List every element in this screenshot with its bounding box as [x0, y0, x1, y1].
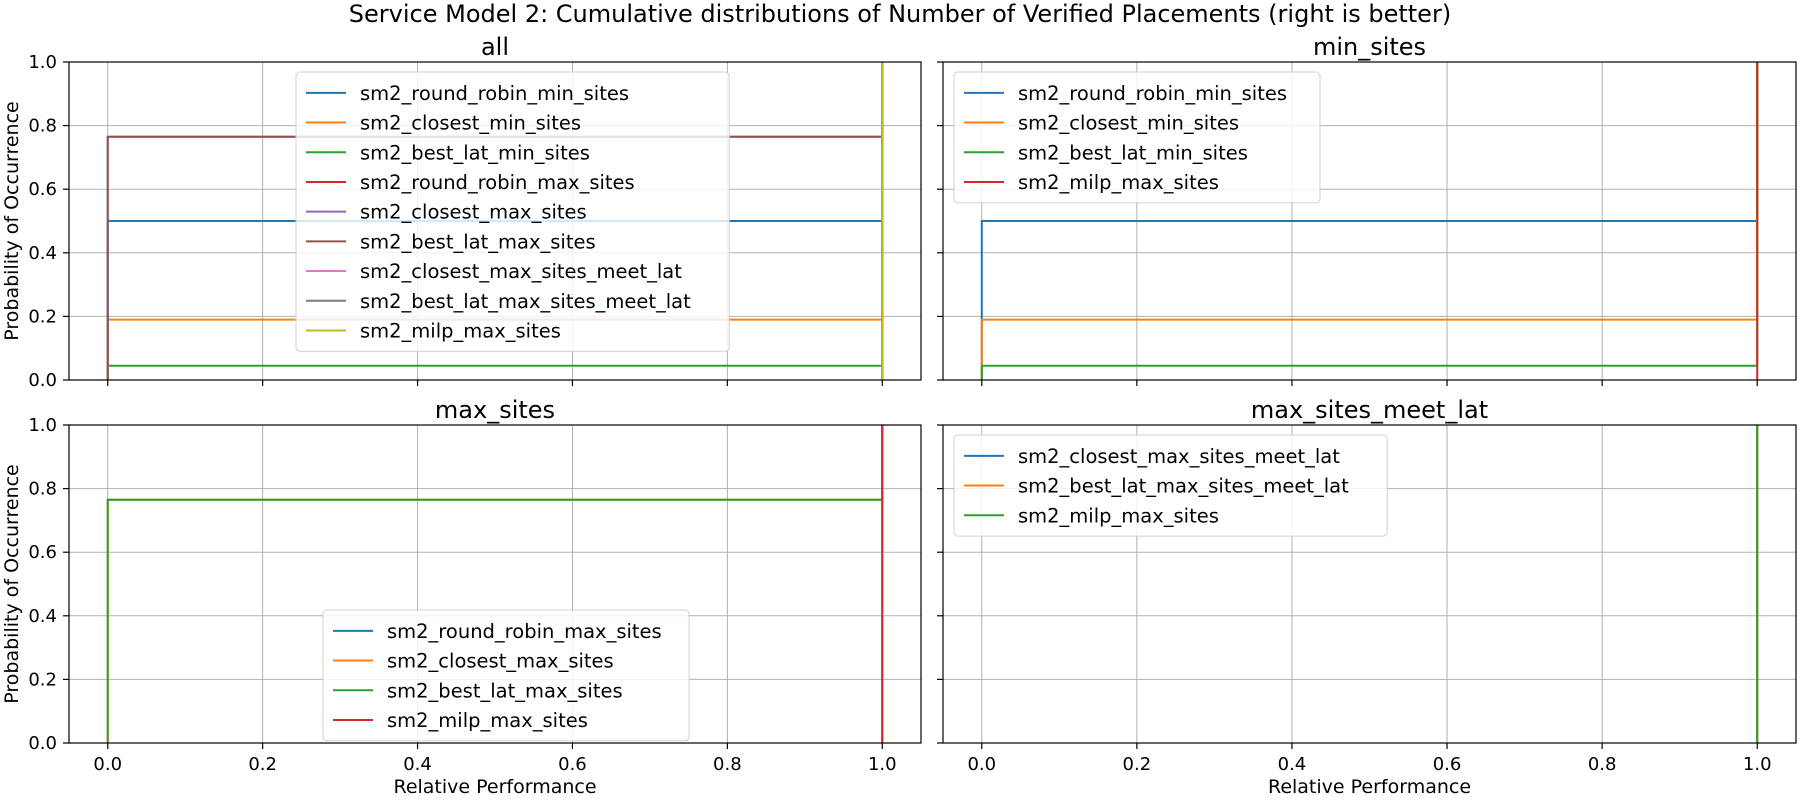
x-tick-label: 0.6	[1433, 754, 1462, 775]
panel-2: min_sites sm2_round_robin_min_sites sm2_cl…	[937, 33, 1797, 386]
legend-entry-label: sm2_best_lat_max_sites	[387, 679, 623, 702]
x-tick-label: 0.4	[1278, 754, 1307, 775]
panel-title: all	[481, 33, 509, 61]
x-tick-label: 0.2	[1123, 754, 1152, 775]
legend-entry-label: sm2_milp_max_sites	[1018, 504, 1219, 527]
y-tick-label: 0.4	[28, 243, 57, 264]
legend-entry-label: sm2_round_robin_max_sites	[360, 171, 635, 194]
legend-entry-label: sm2_milp_max_sites	[1018, 171, 1219, 194]
y-axis-label: Probability of Occurrence	[1, 101, 23, 340]
legend-entry-label: sm2_round_robin_min_sites	[360, 82, 629, 105]
legend-entry-label: sm2_milp_max_sites	[387, 709, 588, 732]
x-tick-label: 0.6	[558, 754, 587, 775]
legend-entry-label: sm2_closest_max_sites_meet_lat	[1018, 445, 1340, 468]
y-tick-label: 1.0	[28, 415, 57, 436]
panel-3: 0.0 0.2 0.4 0.6 0.8 1.0 0.0 0.2 0.4 0.6 0.8 1.0 max_…	[1, 396, 922, 798]
y-tick-label: 1.0	[28, 52, 57, 73]
legend-entry-label: sm2_best_lat_min_sites	[360, 141, 590, 164]
y-tick-label: 0.8	[28, 479, 57, 500]
panel-title: max_sites	[435, 396, 555, 424]
y-tick-label: 0.0	[28, 733, 57, 754]
figure-title: Service Model 2: Cumulative distribution…	[349, 0, 1451, 28]
legend: sm2_round_robin_min_sites sm2_closest_min…	[953, 71, 1321, 204]
legend-box	[322, 609, 690, 742]
x-tick-label: 0.2	[248, 754, 277, 775]
panel-title: min_sites	[1313, 33, 1426, 61]
plot-frame	[942, 61, 1797, 381]
y-tick-label: 0.0	[28, 370, 57, 391]
plot-frame	[68, 61, 922, 381]
legend-entry-label: sm2_round_robin_max_sites	[387, 620, 662, 643]
y-tick-label: 0.4	[28, 606, 57, 627]
y-tick-label: 0.2	[28, 306, 57, 327]
legend-box	[953, 71, 1321, 204]
legend-entry-label: sm2_best_lat_max_sites_meet_lat	[360, 290, 691, 313]
legend-entry-label: sm2_closest_max_sites	[360, 201, 587, 224]
legend-entry-label: sm2_closest_min_sites	[1018, 112, 1239, 135]
legend-entry-label: sm2_closest_min_sites	[360, 112, 581, 135]
legend: sm2_round_robin_max_sites sm2_closest_max…	[322, 609, 690, 742]
legend-entry-label: sm2_best_lat_min_sites	[1018, 141, 1248, 164]
legend: sm2_closest_max_sites_meet_lat sm2_best_l…	[953, 434, 1388, 537]
x-tick-label: 0.8	[713, 754, 742, 775]
legend-entry-label: sm2_best_lat_max_sites	[360, 230, 596, 253]
y-tick-label: 0.6	[28, 542, 57, 563]
legend-entry-label: sm2_milp_max_sites	[360, 319, 561, 342]
y-tick-label: 0.6	[28, 179, 57, 200]
x-axis-label: Relative Performance	[1268, 776, 1471, 798]
x-tick-label: 0.8	[1588, 754, 1617, 775]
plot-frame	[68, 424, 922, 744]
y-axis-label: Probability of Occurrence	[1, 464, 23, 703]
panel-1: 0.0 0.2 0.4 0.6 0.8 1.0 all Probability of Occu…	[1, 33, 922, 391]
legend-box	[953, 434, 1388, 537]
legend-entry-label: sm2_round_robin_min_sites	[1018, 82, 1287, 105]
x-tick-label: 1.0	[1743, 754, 1772, 775]
legend-entry-label: sm2_closest_max_sites_meet_lat	[360, 260, 682, 283]
y-tick-label: 0.2	[28, 669, 57, 690]
y-tick-label: 0.8	[28, 116, 57, 137]
x-tick-label: 1.0	[868, 754, 897, 775]
x-tick-label: 0.4	[403, 754, 432, 775]
x-tick-label: 0.0	[967, 754, 996, 775]
x-tick-label: 0.0	[93, 754, 122, 775]
panel-4: 0.0 0.2 0.4 0.6 0.8 1.0 max_sites_meet_lat Rela…	[937, 396, 1797, 798]
legend-entry-label: sm2_closest_max_sites	[387, 650, 614, 673]
legend-entry-label: sm2_best_lat_max_sites_meet_lat	[1018, 475, 1349, 498]
legend: sm2_round_robin_min_sites sm2_closest_min…	[295, 71, 730, 352]
x-axis-label: Relative Performance	[393, 776, 596, 798]
plot-frame	[942, 424, 1797, 744]
panel-title: max_sites_meet_lat	[1251, 396, 1488, 424]
legend-box	[295, 71, 730, 352]
